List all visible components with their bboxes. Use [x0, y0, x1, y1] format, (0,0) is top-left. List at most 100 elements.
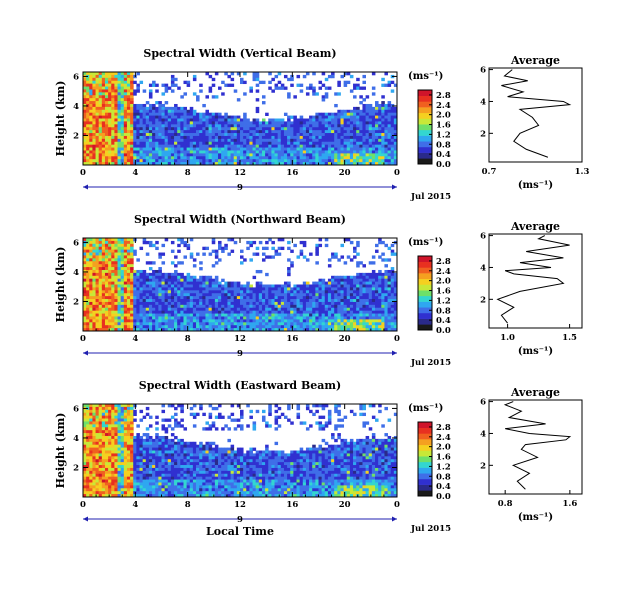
heatmap-cell [95, 112, 100, 116]
heatmap-cell [233, 296, 238, 300]
heatmap-cell [299, 290, 304, 294]
heatmap-cell [186, 83, 191, 87]
heatmap-cell [104, 316, 109, 320]
heatmap-cell [290, 313, 294, 317]
heatmap-cell [299, 150, 304, 154]
heatmap-cell [174, 147, 178, 151]
heatmap-cell [196, 328, 200, 332]
heatmap-cell [274, 130, 279, 134]
heatmap-cell [337, 322, 341, 326]
heatmap-cell [343, 293, 348, 297]
heatmap-cell [130, 103, 134, 108]
heatmap-cell [158, 135, 162, 140]
heatmap-cell [387, 133, 392, 137]
heatmap-cell [145, 307, 150, 312]
heatmap-cell [365, 121, 370, 125]
heatmap-cell [227, 301, 231, 306]
heatmap-cell [83, 89, 87, 93]
heatmap-cell [101, 159, 106, 163]
heatmap-cell [309, 290, 313, 294]
heatmap-cell [359, 147, 363, 151]
heatmap-cell [368, 299, 373, 303]
heatmap-cell [362, 109, 366, 114]
heatmap-cell [83, 479, 87, 483]
heatmap-cell [334, 275, 338, 280]
heatmap-cell [199, 153, 203, 157]
heatmap-cell [192, 138, 197, 143]
heatmap-cell [130, 246, 134, 251]
heatmap-cell [393, 124, 398, 128]
heatmap-cell [249, 293, 253, 297]
heatmap-cell [356, 316, 360, 320]
heatmap-cell [101, 293, 106, 297]
heatmap-cell [189, 316, 194, 320]
heatmap-cell [346, 293, 351, 297]
heatmap-cell [356, 325, 360, 329]
heatmap-cell [86, 127, 90, 131]
heatmap-cell [243, 80, 247, 85]
heatmap-cell [155, 101, 159, 105]
heatmap-cell [95, 162, 100, 166]
heatmap-cell [167, 130, 172, 134]
heatmap-cell [387, 322, 392, 326]
heatmap-cell [214, 301, 219, 306]
heatmap-cell [340, 319, 345, 323]
heatmap-cell [133, 92, 137, 96]
heatmap-cell [331, 275, 335, 280]
heatmap-cell [331, 121, 335, 125]
heatmap-cell [290, 144, 294, 148]
heatmap-cell [393, 252, 398, 256]
heatmap-cell [177, 290, 181, 294]
heatmap-cell [117, 89, 122, 93]
heatmap-cell [221, 293, 225, 297]
heatmap-cell [164, 281, 169, 285]
heatmap-cell [89, 447, 93, 451]
heatmap-cell [180, 293, 184, 297]
heatmap-cell [86, 307, 90, 312]
heatmap-cell [371, 281, 376, 285]
heatmap-cell [142, 238, 147, 242]
heatmap-cell [224, 284, 228, 288]
heatmap-cell [321, 304, 326, 309]
heatmap-cell [196, 159, 200, 163]
heatmap-cell [283, 328, 288, 332]
heatmap-cell [117, 135, 122, 140]
heatmap-cell [299, 307, 304, 312]
heatmap-cell [89, 278, 93, 282]
heatmap-cell [174, 156, 178, 160]
heatmap-cell [120, 150, 125, 154]
heatmap-cell [249, 290, 253, 294]
heatmap-cell [164, 284, 169, 288]
heatmap-cell [142, 133, 147, 137]
heatmap-cell [368, 135, 373, 140]
heatmap-cell [353, 246, 357, 251]
heatmap-cell [214, 133, 219, 137]
heatmap-cell [117, 109, 122, 114]
heatmap-cell [227, 121, 231, 125]
heatmap-cell [265, 304, 269, 309]
heatmap-cell [224, 156, 228, 160]
heatmap-cell [384, 322, 388, 326]
heatmap-cell [180, 240, 184, 245]
heatmap-cell [305, 322, 310, 326]
heatmap-cell [271, 121, 275, 125]
heatmap-cell [208, 304, 213, 309]
heatmap-cell [324, 141, 329, 146]
heatmap-cell [174, 293, 178, 297]
heatmap-cell [271, 293, 275, 297]
heatmap-cell [104, 103, 109, 108]
heatmap-cell [309, 296, 313, 300]
heatmap-cell [142, 316, 147, 320]
heatmap-cell [174, 135, 178, 140]
heatmap-cell [227, 290, 231, 294]
heatmap-cell [177, 156, 181, 160]
heatmap-cell [155, 325, 159, 329]
heatmap-cell [101, 328, 106, 332]
heatmap-cell [202, 153, 206, 157]
heatmap-cell [95, 255, 100, 259]
heatmap-cell [224, 307, 228, 312]
heatmap-cell [189, 255, 194, 259]
heatmap-cell [218, 138, 222, 143]
heatmap-cell [393, 296, 398, 300]
heatmap-cell [95, 83, 100, 87]
